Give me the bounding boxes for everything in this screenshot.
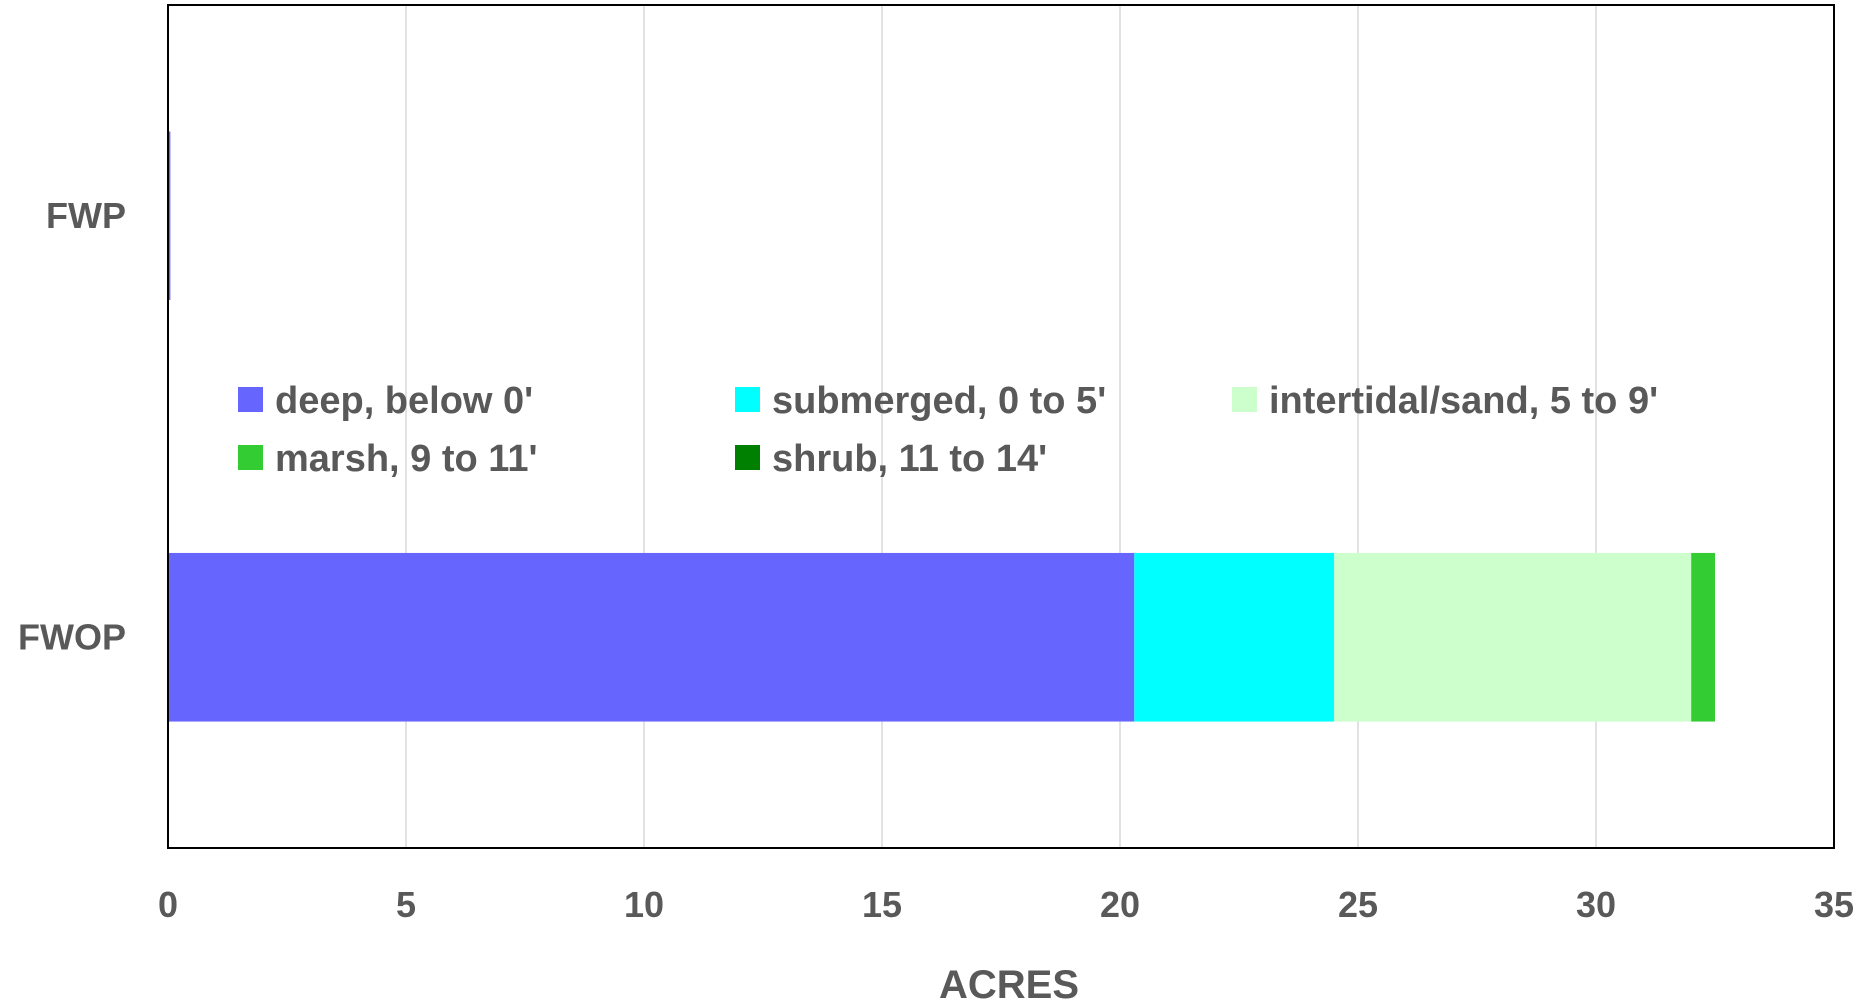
x-tick-label-6: 30 bbox=[1576, 884, 1616, 925]
legend-label-2: intertidal/sand, 5 to 9' bbox=[1269, 380, 1658, 422]
legend-label-0: deep, below 0' bbox=[275, 380, 533, 422]
legend-swatch-1 bbox=[735, 387, 760, 412]
x-tick-label-1: 5 bbox=[396, 884, 416, 925]
legend-swatch-2 bbox=[1232, 387, 1257, 412]
x-axis-title: ACRES bbox=[939, 963, 1079, 1003]
plot-area-frame bbox=[167, 4, 1835, 849]
x-tick-label-7: 35 bbox=[1814, 884, 1854, 925]
x-tick-label-3: 15 bbox=[862, 884, 902, 925]
category-axis: FWP FWOP bbox=[18, 195, 126, 658]
bar-fwop-series-2 bbox=[1334, 552, 1692, 722]
legend-swatch-3 bbox=[238, 445, 263, 470]
bar-fwop-series-1 bbox=[1134, 552, 1335, 722]
bar-fwop-series-3 bbox=[1691, 552, 1715, 722]
legend-label-3: marsh, 9 to 11' bbox=[275, 438, 538, 480]
legend-swatch-0 bbox=[238, 387, 263, 412]
legend-label-1: submerged, 0 to 5' bbox=[772, 380, 1106, 422]
bar-fwop-series-0 bbox=[168, 552, 1135, 722]
x-tick-label-4: 20 bbox=[1100, 884, 1140, 925]
x-tick-label-2: 10 bbox=[624, 884, 664, 925]
x-tick-label-5: 25 bbox=[1338, 884, 1378, 925]
bars bbox=[168, 131, 1715, 722]
bar-fwp-series-0 bbox=[168, 131, 171, 301]
category-label-fwop: FWOP bbox=[18, 616, 126, 657]
value-axis: 0 5 10 15 20 25 30 35 bbox=[158, 884, 1854, 925]
legend-label-4: shrub, 11 to 14' bbox=[772, 438, 1047, 480]
x-tick-label-0: 0 bbox=[158, 884, 178, 925]
category-label-fwp: FWP bbox=[46, 195, 126, 236]
legend-swatch-4 bbox=[735, 445, 760, 470]
legend: deep, below 0' submerged, 0 to 5' intertid… bbox=[238, 380, 1658, 480]
